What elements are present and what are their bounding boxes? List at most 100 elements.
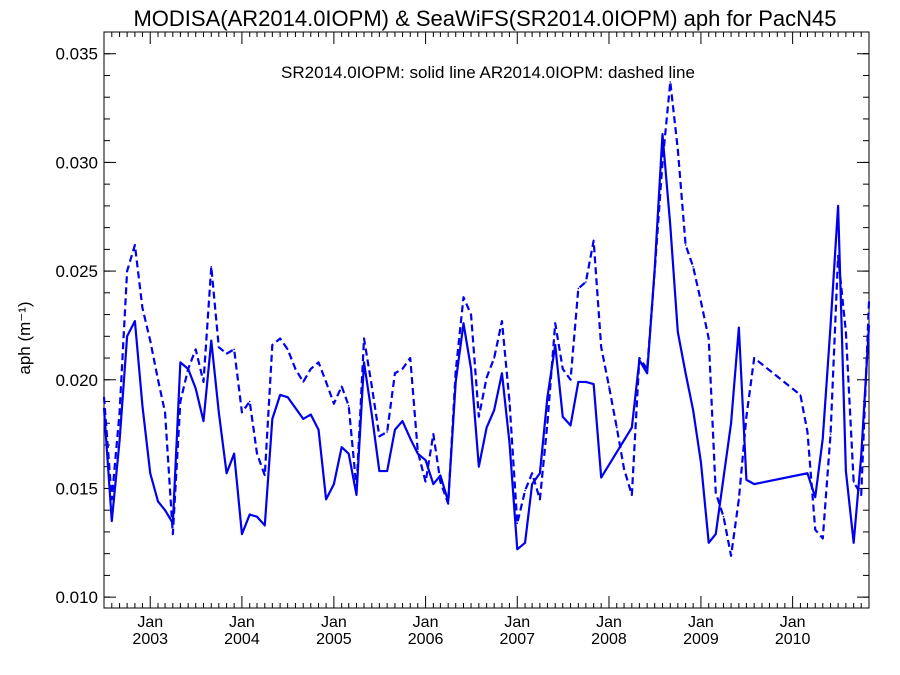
- data-point-SR2014.0IOPM: [348, 453, 350, 455]
- data-point-AR2014.0IOPM: [753, 357, 755, 359]
- x-tick-year-label: 2008: [591, 631, 627, 648]
- data-point-AR2014.0IOPM: [256, 453, 258, 455]
- data-point-AR2014.0IOPM: [409, 357, 411, 359]
- x-tick-year-label: 2004: [224, 631, 260, 648]
- data-point-SR2014.0IOPM: [149, 472, 151, 474]
- data-point-AR2014.0IOPM: [700, 301, 702, 303]
- x-tick-month-label: Jan: [137, 614, 163, 631]
- x-tick-month-label: Jan: [688, 614, 714, 631]
- data-point-SR2014.0IOPM: [516, 549, 518, 551]
- data-point-AR2014.0IOPM: [134, 244, 136, 246]
- data-point-SR2014.0IOPM: [371, 414, 373, 416]
- data-point-SR2014.0IOPM: [142, 405, 144, 407]
- data-point-AR2014.0IOPM: [187, 368, 189, 370]
- data-point-AR2014.0IOPM: [539, 499, 541, 501]
- data-point-SR2014.0IOPM: [730, 422, 732, 424]
- x-axis: Jan2003Jan2004Jan2005Jan2006Jan2007Jan20…: [112, 32, 861, 648]
- data-point-SR2014.0IOPM: [700, 462, 702, 464]
- data-point-AR2014.0IOPM: [509, 401, 511, 403]
- data-point-AR2014.0IOPM: [814, 529, 816, 531]
- data-point-SR2014.0IOPM: [440, 475, 442, 477]
- data-point-SR2014.0IOPM: [386, 470, 388, 472]
- x-tick-month-label: Jan: [321, 614, 347, 631]
- data-point-AR2014.0IOPM: [662, 162, 664, 164]
- data-point-SR2014.0IOPM: [669, 225, 671, 227]
- data-point-SR2014.0IOPM: [433, 483, 435, 485]
- data-point-AR2014.0IOPM: [333, 403, 335, 405]
- data-point-SR2014.0IOPM: [157, 501, 159, 503]
- data-point-AR2014.0IOPM: [837, 255, 839, 257]
- data-point-SR2014.0IOPM: [845, 470, 847, 472]
- data-point-AR2014.0IOPM: [860, 494, 862, 496]
- data-point-AR2014.0IOPM: [440, 481, 442, 483]
- data-point-AR2014.0IOPM: [631, 494, 633, 496]
- data-point-AR2014.0IOPM: [111, 499, 113, 501]
- data-point-SR2014.0IOPM: [531, 483, 533, 485]
- data-point-AR2014.0IOPM: [501, 320, 503, 322]
- data-point-SR2014.0IOPM: [164, 509, 166, 511]
- data-point-SR2014.0IOPM: [746, 479, 748, 481]
- y-tick-label: 0.020: [55, 371, 98, 390]
- data-point-AR2014.0IOPM: [562, 368, 564, 370]
- data-point-AR2014.0IOPM: [616, 427, 618, 429]
- data-point-SR2014.0IOPM: [723, 477, 725, 479]
- data-point-SR2014.0IOPM: [570, 425, 572, 427]
- data-point-AR2014.0IOPM: [822, 538, 824, 540]
- data-point-SR2014.0IOPM: [631, 427, 633, 429]
- data-point-SR2014.0IOPM: [134, 320, 136, 322]
- y-tick-label: 0.015: [55, 479, 98, 498]
- y-tick-label: 0.035: [55, 45, 98, 64]
- data-point-SR2014.0IOPM: [470, 368, 472, 370]
- x-tick-year-label: 2009: [683, 631, 719, 648]
- data-point-SR2014.0IOPM: [203, 420, 205, 422]
- data-point-SR2014.0IOPM: [600, 477, 602, 479]
- data-point-SR2014.0IOPM: [646, 372, 648, 374]
- data-point-AR2014.0IOPM: [669, 81, 671, 83]
- data-point-SR2014.0IOPM: [463, 322, 465, 324]
- data-point-AR2014.0IOPM: [264, 475, 266, 477]
- y-tick-label: 0.030: [55, 153, 98, 172]
- data-point-SR2014.0IOPM: [585, 381, 587, 383]
- data-point-SR2014.0IOPM: [295, 407, 297, 409]
- data-point-SR2014.0IOPM: [256, 516, 258, 518]
- x-tick-month-label: Jan: [413, 614, 439, 631]
- data-point-SR2014.0IOPM: [677, 331, 679, 333]
- data-point-AR2014.0IOPM: [853, 481, 855, 483]
- data-point-SR2014.0IOPM: [318, 429, 320, 431]
- data-point-SR2014.0IOPM: [593, 383, 595, 385]
- data-point-SR2014.0IOPM: [233, 453, 235, 455]
- data-point-AR2014.0IOPM: [478, 416, 480, 418]
- x-tick-month-label: Jan: [229, 614, 255, 631]
- data-point-SR2014.0IOPM: [708, 542, 710, 544]
- data-point-SR2014.0IOPM: [302, 418, 304, 420]
- data-point-SR2014.0IOPM: [715, 533, 717, 535]
- data-point-SR2014.0IOPM: [753, 483, 755, 485]
- data-point-AR2014.0IOPM: [554, 322, 556, 324]
- data-point-SR2014.0IOPM: [218, 412, 220, 414]
- data-point-SR2014.0IOPM: [279, 394, 281, 396]
- data-point-SR2014.0IOPM: [478, 466, 480, 468]
- data-point-SR2014.0IOPM: [654, 268, 656, 270]
- data-point-AR2014.0IOPM: [455, 370, 457, 372]
- data-point-AR2014.0IOPM: [593, 240, 595, 242]
- data-point-SR2014.0IOPM: [325, 499, 327, 501]
- data-point-SR2014.0IOPM: [822, 438, 824, 440]
- data-point-AR2014.0IOPM: [516, 522, 518, 524]
- data-point-SR2014.0IOPM: [119, 440, 121, 442]
- plot-frame: [104, 32, 869, 608]
- data-point-SR2014.0IOPM: [272, 418, 274, 420]
- data-point-SR2014.0IOPM: [409, 438, 411, 440]
- x-tick-month-label: Jan: [780, 614, 806, 631]
- y-axis-label: aph (m⁻¹): [15, 301, 34, 374]
- data-point-SR2014.0IOPM: [524, 542, 526, 544]
- data-point-AR2014.0IOPM: [402, 368, 404, 370]
- data-point-AR2014.0IOPM: [233, 349, 235, 351]
- data-point-AR2014.0IOPM: [164, 412, 166, 414]
- data-point-AR2014.0IOPM: [570, 379, 572, 381]
- data-point-AR2014.0IOPM: [394, 372, 396, 374]
- data-point-AR2014.0IOPM: [180, 401, 182, 403]
- data-point-SR2014.0IOPM: [210, 340, 212, 342]
- data-point-AR2014.0IOPM: [433, 433, 435, 435]
- data-point-AR2014.0IOPM: [386, 431, 388, 433]
- data-point-AR2014.0IOPM: [868, 301, 870, 303]
